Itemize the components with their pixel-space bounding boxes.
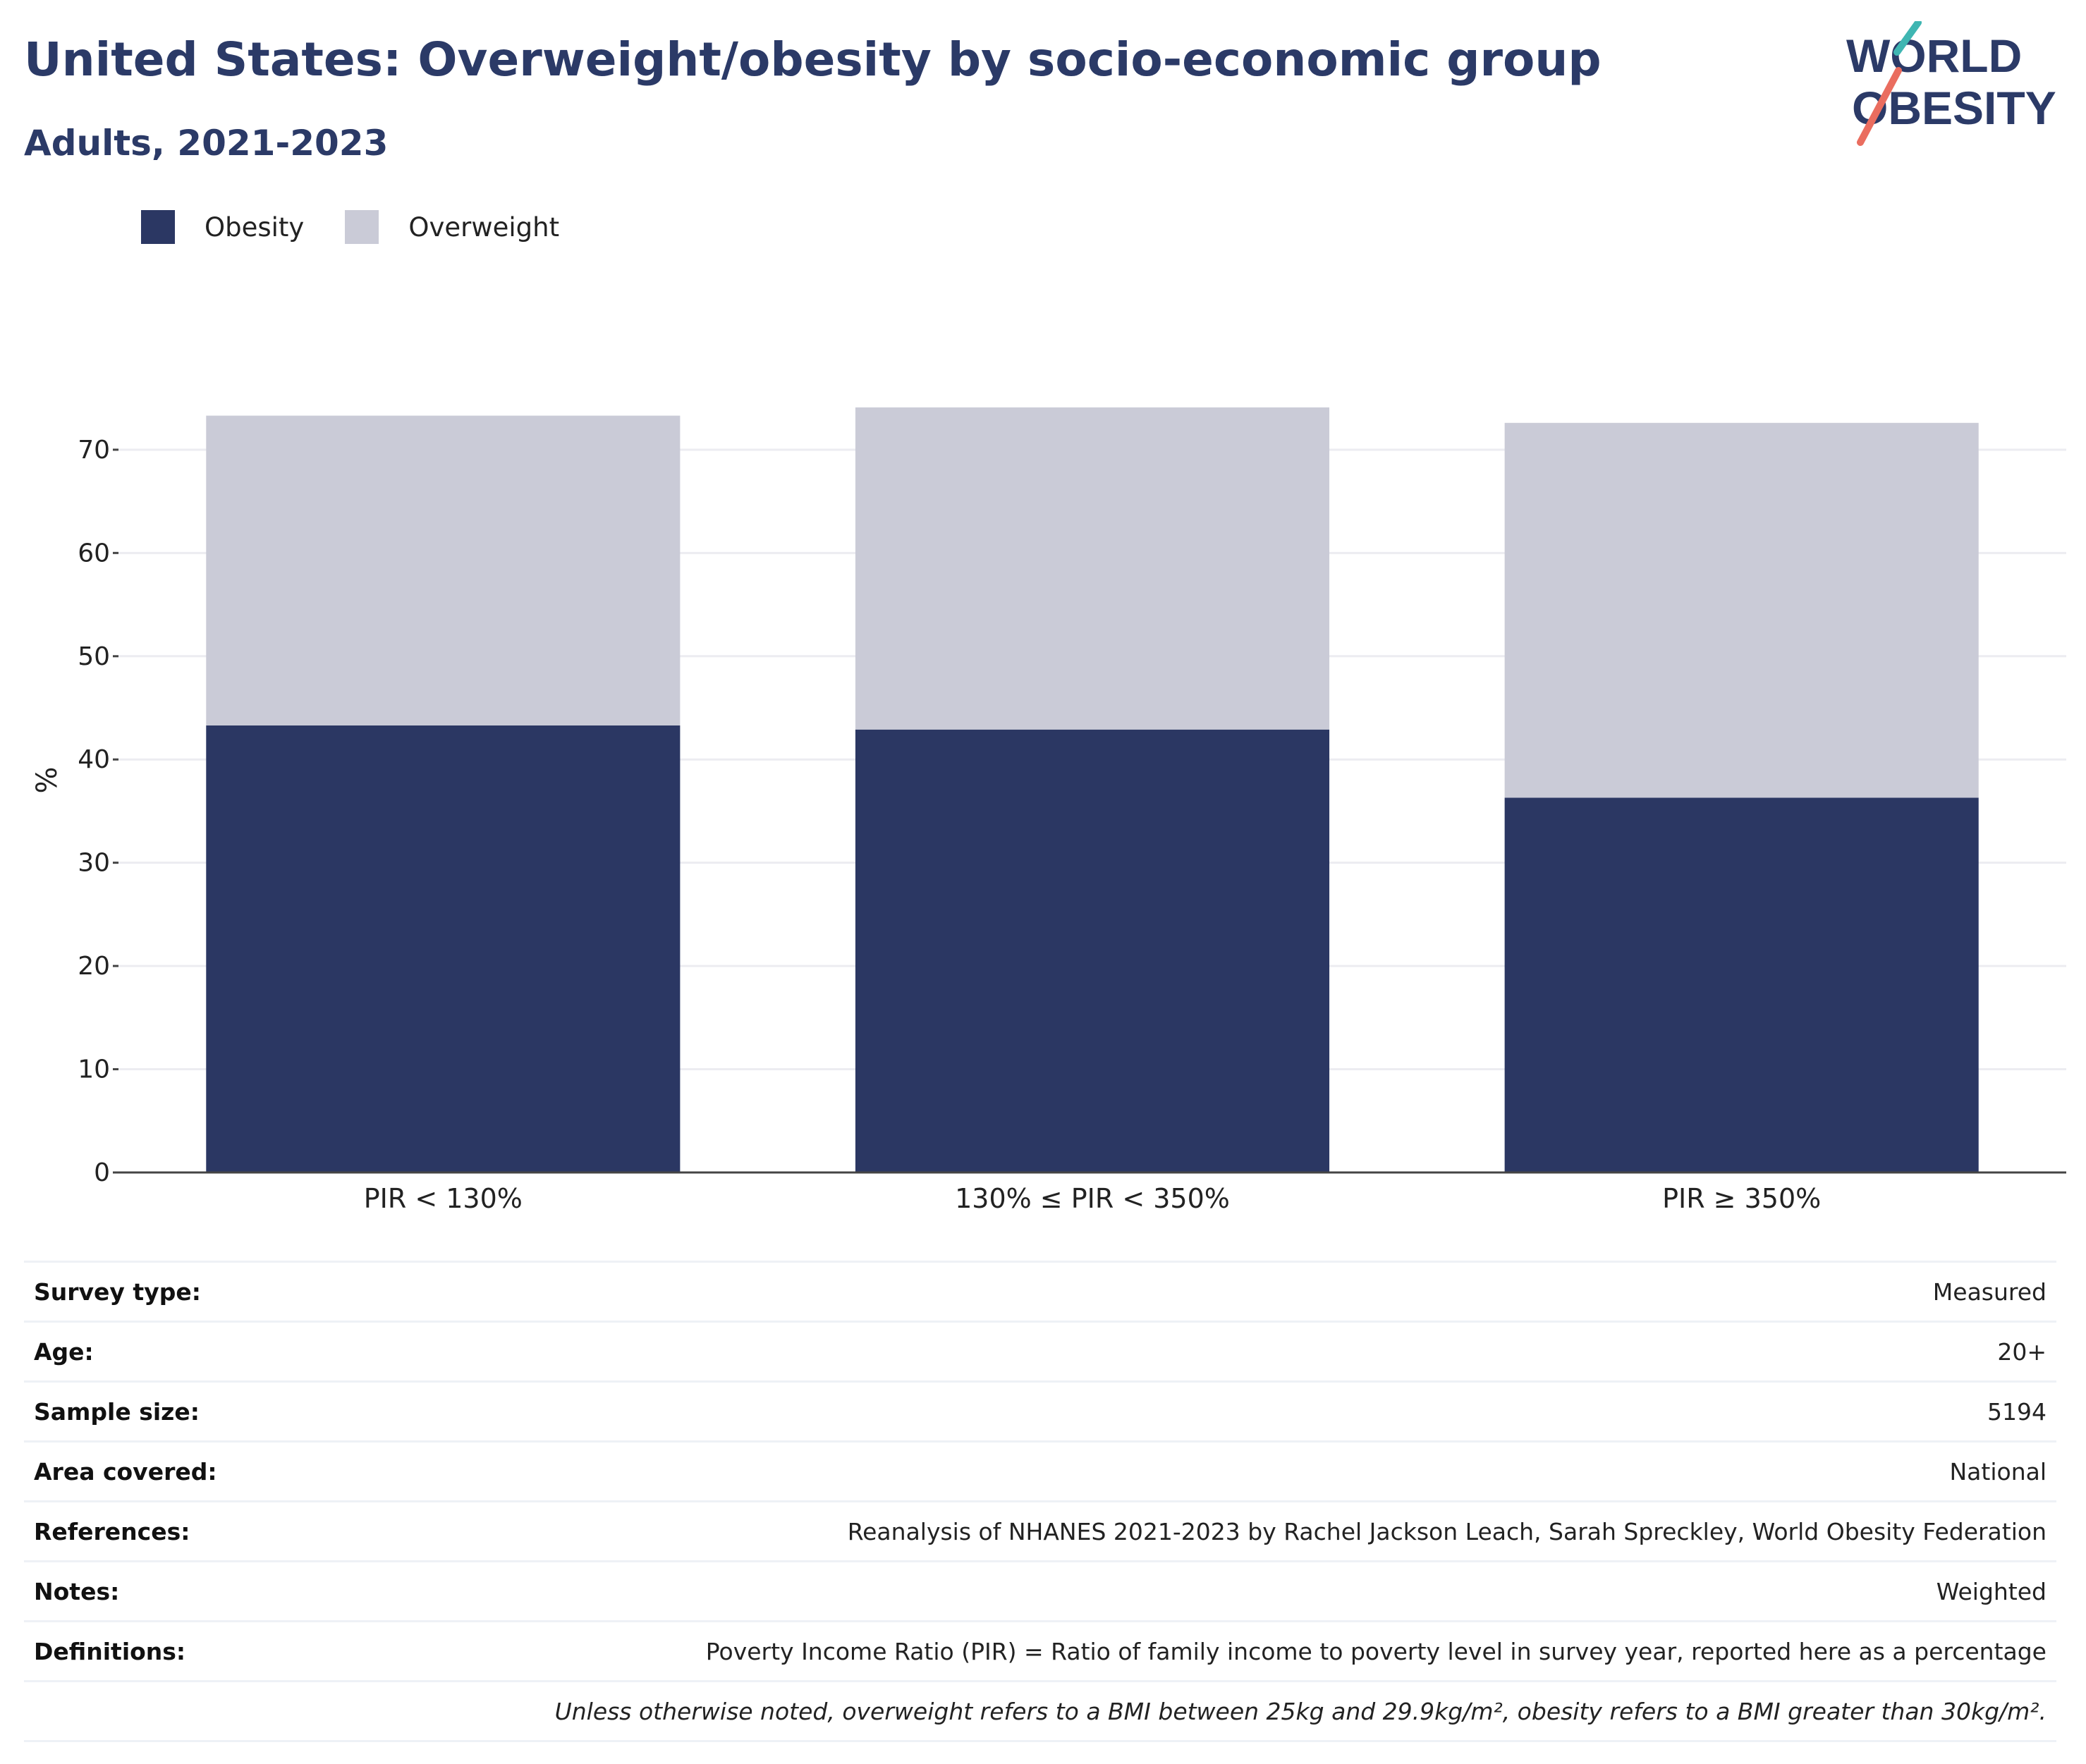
metadata-row-sample-size: Sample size: 5194: [24, 1380, 2056, 1442]
metadata-value: Reanalysis of NHANES 2021-2023 by Rachel…: [396, 1500, 2056, 1562]
bar-obesity: [206, 725, 681, 1172]
y-tick-label: 20: [78, 952, 110, 981]
chart-legend: Obesity Overweight: [141, 210, 600, 244]
logo-text-world: WORLD: [1846, 30, 2022, 82]
metadata-value: Poverty Income Ratio (PIR) = Ratio of fa…: [396, 1620, 2056, 1682]
x-tick-label: PIR ≥ 350%: [1662, 1183, 1821, 1214]
bar-overweight: [1504, 422, 1979, 798]
chart-subtitle: Adults, 2021-2023: [24, 123, 389, 164]
legend-item-obesity[interactable]: Obesity: [141, 210, 304, 244]
y-tick-label: 70: [78, 436, 110, 465]
metadata-value: Weighted: [396, 1560, 2056, 1622]
bar-obesity: [855, 729, 1330, 1172]
metadata-row-survey-type: Survey type: Measured: [24, 1261, 2056, 1322]
x-tick-label: 130% ≤ PIR < 350%: [955, 1183, 1230, 1214]
legend-swatch-overweight: [345, 210, 379, 244]
logo-coral-stroke: [1857, 67, 1902, 146]
metadata-label: Survey type:: [24, 1261, 396, 1322]
metadata-row-age: Age: 20+: [24, 1321, 2056, 1382]
metadata-label: Area covered:: [24, 1440, 396, 1502]
y-tick-label: 10: [78, 1055, 110, 1084]
x-tick-label: PIR < 130%: [364, 1183, 523, 1214]
y-tick-label: 50: [78, 642, 110, 671]
stacked-bar-chart: 0 10 20 30 40 50 60 70% PIR < 130% 130% ≤ PIR < 3…: [31, 407, 2066, 1214]
metadata-row-definitions: Definitions: Poverty Income Ratio (PIR) …: [24, 1620, 2056, 1682]
metadata-label: Age:: [24, 1321, 396, 1382]
legend-label-overweight: Overweight: [408, 212, 560, 243]
bmi-definition-footnote: Unless otherwise noted, overweight refer…: [396, 1680, 2056, 1742]
y-tick-label: 0: [94, 1158, 110, 1187]
bar-overweight: [855, 407, 1330, 730]
chart-title: United States: Overweight/obesity by soc…: [24, 32, 1602, 87]
metadata-label: References:: [24, 1500, 396, 1562]
bar-overweight: [206, 415, 681, 725]
y-tick-label: 30: [78, 849, 110, 878]
metadata-label: Sample size:: [24, 1380, 396, 1442]
metadata-row-references: References: Reanalysis of NHANES 2021-20…: [24, 1500, 2056, 1562]
legend-item-overweight[interactable]: Overweight: [345, 210, 559, 244]
logo-teal-stroke: [1893, 21, 1922, 56]
metadata-value: National: [396, 1440, 2056, 1502]
metadata-row-area-covered: Area covered: National: [24, 1440, 2056, 1502]
bar-obesity: [1504, 797, 1979, 1172]
metadata-row-notes: Notes: Weighted: [24, 1560, 2056, 1622]
metadata-table: Survey type: Measured Age: 20+ Sample si…: [24, 1261, 2056, 1742]
world-obesity-logo: WORLD OBESITY: [1846, 21, 2056, 146]
legend-swatch-obesity: [141, 210, 175, 244]
metadata-row-footnote: Unless otherwise noted, overweight refer…: [24, 1680, 2056, 1742]
y-axis-label: %: [31, 766, 63, 793]
metadata-value: 20+: [396, 1321, 2056, 1382]
metadata-label: Definitions:: [24, 1620, 396, 1682]
metadata-value: 5194: [396, 1380, 2056, 1442]
legend-label-obesity: Obesity: [205, 212, 305, 243]
metadata-label: Notes:: [24, 1560, 396, 1622]
y-tick-label: 60: [78, 539, 110, 568]
metadata-value: Measured: [396, 1261, 2056, 1322]
metadata-label-empty: [24, 1680, 396, 1742]
y-tick-label: 40: [78, 745, 110, 774]
